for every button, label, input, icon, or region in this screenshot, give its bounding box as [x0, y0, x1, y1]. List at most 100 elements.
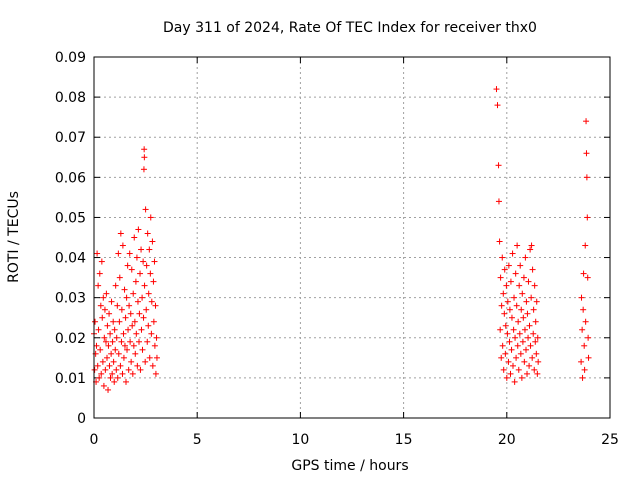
data-point: [583, 150, 590, 157]
data-point: [500, 366, 507, 373]
data-point: [511, 378, 518, 385]
data-point: [495, 198, 502, 205]
data-point: [142, 206, 149, 213]
data-point: [506, 338, 513, 345]
data-point: [117, 230, 124, 237]
data-point: [500, 290, 507, 297]
data-point: [521, 358, 528, 365]
data-point: [516, 330, 523, 337]
data-point: [141, 154, 148, 161]
data-point: [125, 326, 132, 333]
data-point: [148, 298, 155, 305]
data-point: [102, 338, 109, 345]
x-tick-label: 15: [395, 432, 413, 448]
data-point: [113, 366, 120, 373]
data-point: [96, 374, 103, 381]
data-point: [493, 86, 500, 93]
data-point: [144, 338, 151, 345]
data-point: [111, 378, 118, 385]
data-point: [524, 370, 531, 377]
data-point: [520, 274, 527, 281]
data-point: [100, 382, 107, 389]
data-point: [133, 330, 140, 337]
data-point: [518, 306, 525, 313]
data-point: [116, 274, 123, 281]
data-point: [532, 318, 539, 325]
data-point: [579, 326, 586, 333]
data-point: [116, 318, 123, 325]
data-point: [112, 282, 119, 289]
data-point: [528, 242, 535, 249]
data-point: [120, 354, 127, 361]
y-tick-label: 0.04: [55, 251, 86, 267]
data-point: [141, 282, 148, 289]
data-point: [531, 282, 538, 289]
data-point: [109, 370, 116, 377]
data-point: [529, 354, 536, 361]
data-point: [124, 262, 131, 269]
data-point: [140, 166, 147, 173]
data-point: [117, 362, 124, 369]
data-point: [527, 342, 534, 349]
data-point: [119, 242, 126, 249]
x-tick-label: 0: [90, 432, 99, 448]
data-point: [522, 346, 529, 353]
data-point: [582, 242, 589, 249]
data-point: [136, 310, 143, 317]
data-point: [152, 370, 159, 377]
data-point: [128, 266, 135, 273]
data-point: [530, 330, 537, 337]
data-point: [499, 342, 506, 349]
data-point: [152, 302, 159, 309]
data-point: [507, 278, 514, 285]
data-point: [139, 346, 146, 353]
data-point: [106, 362, 113, 369]
data-point: [507, 370, 514, 377]
data-point: [582, 318, 589, 325]
data-point: [129, 370, 136, 377]
data-point: [501, 266, 508, 273]
data-point: [110, 358, 117, 365]
y-tick-label: 0.01: [55, 371, 86, 387]
data-point: [142, 358, 149, 365]
data-point: [141, 146, 148, 153]
axis-ticks: 0 5 10 15 20 25 0 0.01 0.02 0.03 0.04 0.05 0.06 0.07 0…: [55, 50, 619, 448]
data-point: [525, 278, 532, 285]
data-point: [112, 346, 119, 353]
data-point: [498, 302, 505, 309]
data-point: [104, 354, 111, 361]
data-point: [121, 342, 128, 349]
data-point: [530, 306, 537, 313]
data-point: [509, 250, 516, 257]
data-point: [131, 318, 138, 325]
data-point: [150, 278, 157, 285]
data-point: [102, 366, 109, 373]
data-point: [504, 330, 511, 337]
data-point: [150, 318, 157, 325]
data-point: [135, 226, 142, 233]
data-point: [110, 318, 117, 325]
data-point: [122, 314, 129, 321]
data-point: [579, 374, 586, 381]
data-point: [130, 290, 137, 297]
grid-lines: [94, 57, 610, 418]
data-point: [134, 362, 141, 369]
data-point: [533, 350, 540, 357]
data-point: [583, 118, 590, 125]
data-point: [529, 266, 536, 273]
data-point: [122, 378, 129, 385]
data-point: [578, 294, 585, 301]
data-point: [92, 318, 99, 325]
data-point: [578, 358, 585, 365]
data-point: [153, 354, 160, 361]
data-point: [495, 162, 502, 169]
data-point: [137, 366, 144, 373]
data-point: [151, 342, 158, 349]
data-point: [508, 346, 515, 353]
data-point: [138, 326, 145, 333]
data-point: [105, 386, 112, 393]
chart-title: Day 311 of 2024, Rate Of TEC Index for r…: [163, 20, 537, 36]
x-tick-label: 5: [193, 432, 202, 448]
data-point: [511, 294, 518, 301]
data-point: [516, 282, 523, 289]
